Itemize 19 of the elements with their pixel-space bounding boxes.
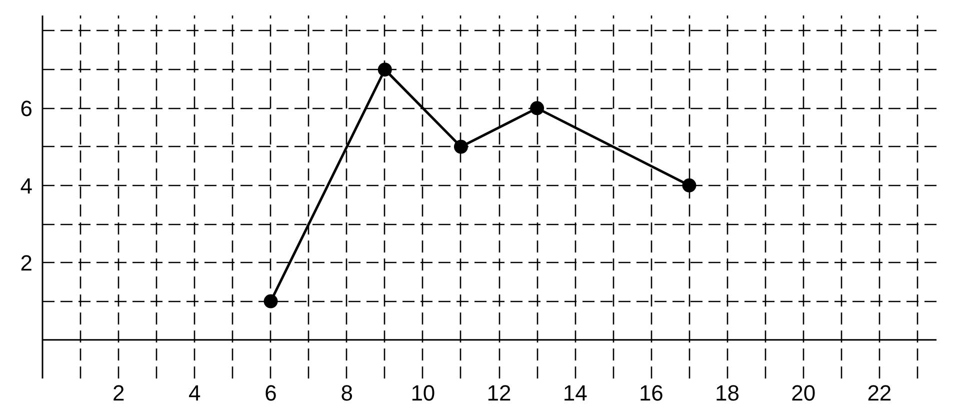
- x-tick-label: 2: [112, 380, 125, 406]
- point: [530, 101, 544, 116]
- x-tick-label: 4: [188, 380, 201, 406]
- x-tick-label: 20: [791, 380, 816, 406]
- x-tick-label: 14: [562, 380, 588, 406]
- x-tick-label: 10: [410, 380, 436, 406]
- point: [378, 62, 392, 77]
- y-tick-label: 4: [20, 173, 33, 198]
- x-tick-label: 8: [340, 380, 353, 406]
- x-tick-label: 12: [486, 380, 512, 406]
- y-tick-label: 6: [20, 96, 33, 122]
- x-tick-label: 16: [638, 380, 664, 406]
- x-tick-label: 22: [867, 380, 892, 406]
- x-tick-label: 18: [715, 380, 740, 406]
- point: [454, 140, 468, 154]
- y-tick-label: 2: [20, 250, 33, 276]
- x-tick-label: 6: [264, 380, 277, 406]
- point: [682, 178, 696, 192]
- point: [264, 294, 278, 308]
